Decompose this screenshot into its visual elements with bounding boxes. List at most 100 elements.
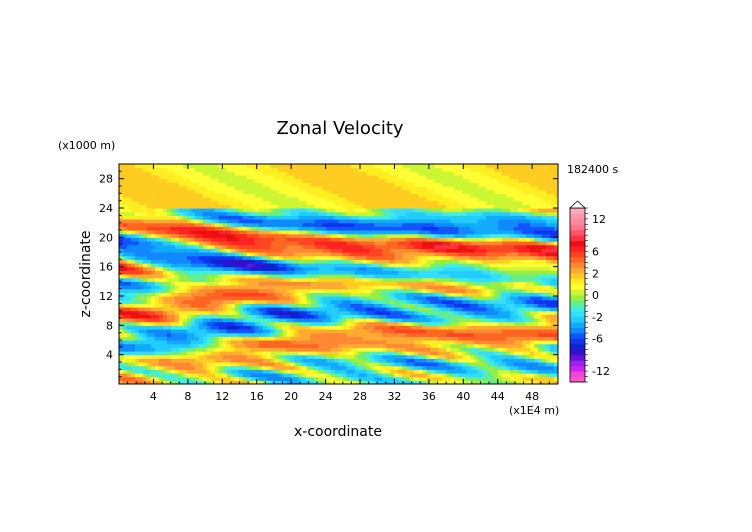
field-cell [134, 219, 140, 224]
field-cell [402, 248, 407, 253]
field-cell [430, 369, 435, 374]
field-cell [310, 204, 316, 209]
field-cell [186, 325, 192, 330]
field-cell [414, 329, 419, 334]
field-cell [238, 208, 244, 213]
field-cell [370, 351, 376, 356]
field-cell [158, 314, 164, 319]
field-cell [390, 310, 395, 315]
field-cell [402, 347, 407, 352]
field-cell [138, 270, 144, 275]
field-cell [206, 281, 212, 286]
field-cell [386, 266, 391, 271]
field-cell [286, 244, 292, 249]
field-cell [370, 365, 376, 370]
field-cell [262, 222, 268, 227]
field-cell [194, 233, 200, 238]
field-cell [222, 164, 228, 169]
field-cell [434, 244, 439, 249]
field-cell [134, 343, 140, 348]
field-cell [362, 332, 368, 337]
field-cell [286, 248, 292, 253]
field-cell [366, 193, 372, 198]
field-cell [238, 182, 244, 187]
field-cell [318, 277, 324, 282]
field-cell [306, 329, 312, 334]
field-cell [430, 270, 435, 275]
field-cell [214, 376, 220, 381]
field-cell [370, 321, 376, 326]
field-cell [334, 164, 340, 169]
field-cell [426, 296, 431, 301]
field-cell [154, 373, 160, 378]
field-cell [218, 347, 224, 352]
field-cell [222, 296, 228, 301]
field-cell [322, 380, 328, 384]
field-cell [246, 171, 252, 176]
field-cell [342, 204, 348, 209]
field-cell [282, 175, 288, 180]
field-cell [119, 230, 124, 235]
field-cell [386, 252, 391, 257]
field-cell [266, 226, 272, 231]
field-cell [382, 189, 387, 194]
field-cell [254, 263, 260, 268]
field-cell [282, 292, 288, 297]
field-cell [442, 248, 447, 253]
field-cell [346, 362, 352, 367]
field-cell [154, 329, 160, 334]
field-cell [262, 332, 268, 337]
field-cell [370, 299, 376, 304]
field-cell [150, 307, 156, 312]
field-cell [119, 303, 124, 308]
field-cell [374, 186, 380, 191]
field-cell [162, 347, 168, 352]
field-cell [158, 347, 164, 352]
field-cell [274, 362, 280, 367]
field-cell [142, 340, 148, 345]
field-cell [390, 303, 395, 308]
field-cell [274, 237, 280, 242]
field-cell [122, 241, 128, 246]
field-cell [434, 321, 439, 326]
field-cell [302, 321, 308, 326]
field-cell [358, 380, 364, 384]
field-cell [178, 281, 184, 286]
field-cell [426, 277, 431, 282]
field-cell [210, 208, 216, 213]
field-cell [190, 274, 196, 279]
field-cell [230, 376, 236, 381]
field-cell [206, 354, 212, 359]
field-cell [154, 358, 160, 363]
field-cell [326, 285, 332, 290]
field-cell [246, 226, 252, 231]
field-cell [326, 318, 332, 323]
field-cell [374, 336, 380, 341]
field-cell [246, 248, 252, 253]
field-cell [186, 204, 192, 209]
field-cell [202, 310, 208, 315]
field-cell [266, 189, 272, 194]
field-cell [298, 171, 304, 176]
field-cell [258, 222, 264, 227]
field-cell [362, 299, 368, 304]
field-cell [362, 274, 368, 279]
field-cell [374, 340, 380, 345]
field-cell [414, 307, 419, 312]
field-cell [290, 233, 296, 238]
field-cell [170, 237, 176, 242]
field-cell [298, 270, 304, 275]
field-cell [298, 329, 304, 334]
field-cell [386, 314, 391, 319]
field-cell [206, 347, 212, 352]
field-cell [370, 281, 376, 286]
field-cell [406, 241, 411, 246]
field-cell [270, 193, 276, 198]
field-cell [390, 164, 395, 169]
field-cell [250, 332, 256, 337]
field-cell [354, 314, 360, 319]
field-cell [150, 281, 156, 286]
field-cell [270, 175, 276, 180]
field-cell [382, 226, 387, 231]
field-cell [338, 321, 344, 326]
